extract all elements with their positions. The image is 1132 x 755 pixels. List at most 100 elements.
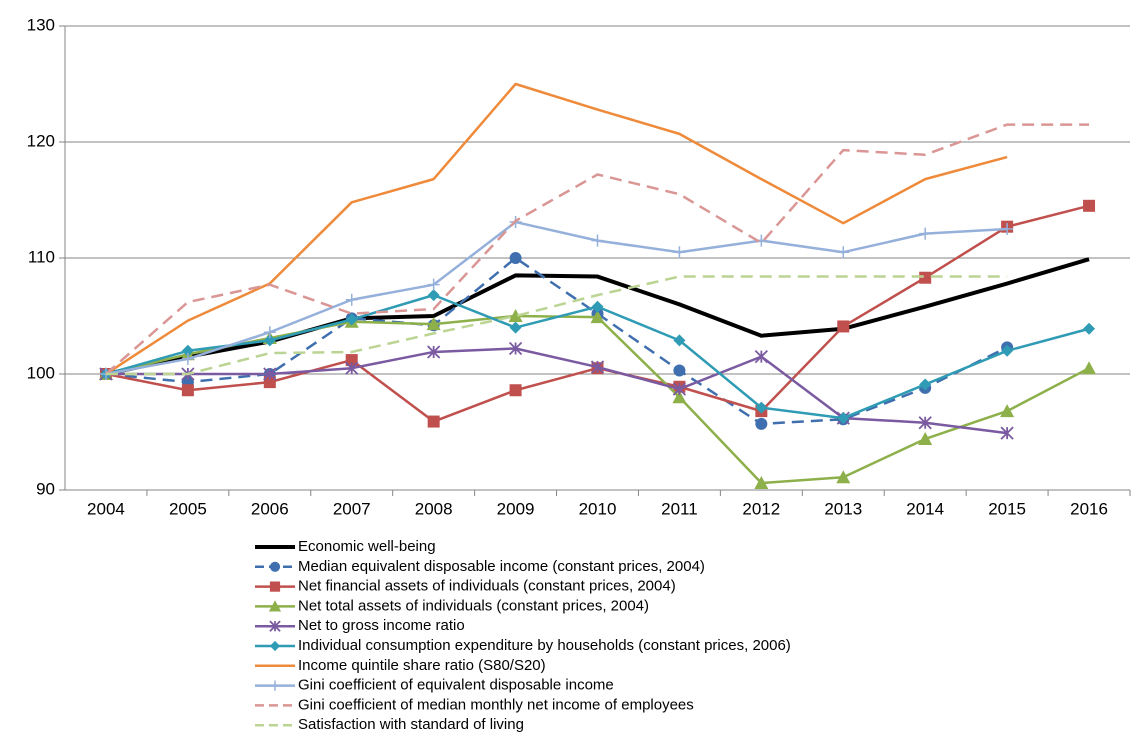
- marker: [918, 431, 933, 445]
- x-tick-label: 2016: [1070, 499, 1108, 518]
- marker: [672, 382, 687, 396]
- y-tick-label: 120: [27, 131, 55, 150]
- legend-item: Gini coefficient of equivalent disposabl…: [255, 677, 614, 694]
- marker: [345, 313, 358, 326]
- legend-item: Net financial assets of individuals (con…: [255, 578, 676, 595]
- marker: [268, 600, 282, 612]
- marker: [427, 415, 440, 428]
- marker: [181, 344, 194, 357]
- y-tick-label: 90: [36, 479, 55, 498]
- marker: [269, 640, 281, 652]
- marker: [509, 252, 522, 264]
- x-tick-label: 2014: [906, 499, 944, 518]
- legend-item: Gini coefficient of median monthly net i…: [255, 696, 694, 713]
- x-tick-label: 2012: [742, 499, 780, 518]
- y-tick-label: 110: [28, 247, 55, 266]
- marker: [837, 412, 850, 425]
- legend-label: Median equivalent disposable income (con…: [298, 558, 705, 575]
- series-line: [105, 220, 1008, 376]
- marker: [1083, 322, 1096, 335]
- marker: [1000, 404, 1015, 418]
- marker: [672, 390, 687, 404]
- marker: [509, 321, 522, 334]
- x-tick-label: 2004: [87, 499, 125, 518]
- marker: [509, 384, 522, 397]
- marker: [591, 234, 604, 247]
- marker: [590, 310, 605, 324]
- legend-label: Net to gross income ratio: [298, 617, 465, 634]
- marker: [1082, 361, 1097, 375]
- legend-item: Net to gross income ratio: [255, 617, 465, 634]
- marker: [263, 334, 276, 347]
- marker: [754, 349, 768, 364]
- marker: [755, 401, 768, 414]
- legend-item: Net total assets of individuals (constan…: [255, 597, 649, 614]
- x-tick-label: 2007: [333, 499, 371, 518]
- marker: [590, 360, 605, 374]
- marker: [1001, 223, 1014, 235]
- legend-label: Net total assets of individuals (constan…: [298, 597, 649, 614]
- marker: [508, 341, 523, 356]
- marker: [345, 293, 358, 306]
- legend-item: Satisfaction with standard of living: [255, 716, 524, 733]
- series-line: [105, 347, 1008, 435]
- marker: [673, 246, 686, 259]
- marker: [181, 384, 194, 397]
- x-tick-label: 2015: [988, 499, 1026, 518]
- marker: [427, 289, 440, 302]
- marker: [181, 352, 194, 365]
- series: [105, 82, 1008, 376]
- marker: [263, 326, 276, 339]
- series-line: [105, 123, 1090, 375]
- marker: [591, 300, 604, 313]
- series: [99, 252, 1014, 430]
- legend-label: Gini coefficient of median monthly net i…: [298, 696, 694, 713]
- marker: [673, 334, 686, 347]
- series-line: [105, 314, 1090, 485]
- legend-label: Individual consumption expenditure by ho…: [298, 637, 791, 654]
- series: [98, 309, 1097, 490]
- marker: [427, 345, 441, 359]
- x-tick-label: 2006: [251, 499, 289, 518]
- marker: [1000, 426, 1014, 440]
- marker: [426, 317, 441, 331]
- legend-item: Income quintile share ratio (S80/S20): [255, 657, 546, 674]
- marker: [263, 367, 277, 381]
- marker: [754, 476, 769, 490]
- series-line: [105, 82, 1008, 376]
- series: [99, 289, 1096, 425]
- legend-item: Individual consumption expenditure by ho…: [255, 637, 791, 654]
- series-line: [105, 256, 1008, 426]
- series: [99, 341, 1014, 440]
- series: [105, 123, 1090, 375]
- marker: [345, 354, 358, 367]
- marker: [269, 561, 281, 572]
- series: [99, 216, 1014, 380]
- x-tick-label: 2008: [415, 499, 453, 518]
- x-tick-label: 2005: [169, 499, 207, 518]
- x-tick-label: 2011: [661, 499, 698, 518]
- marker: [269, 680, 281, 691]
- series-line: [105, 275, 1008, 376]
- x-tick-label: 2010: [579, 499, 617, 518]
- y-tick-label: 130: [27, 15, 55, 34]
- marker: [673, 364, 686, 377]
- marker: [345, 361, 359, 375]
- marker: [427, 278, 440, 291]
- y-tick-label: 100: [27, 363, 55, 382]
- marker: [508, 309, 523, 322]
- marker: [269, 620, 281, 632]
- legend-label: Satisfaction with standard of living: [298, 716, 524, 733]
- legend-label: Economic well-being: [298, 538, 436, 555]
- marker: [919, 271, 932, 284]
- marker: [1083, 199, 1096, 212]
- marker: [1001, 344, 1014, 357]
- legend-label: Net financial assets of individuals (con…: [298, 578, 676, 595]
- marker: [263, 376, 276, 389]
- marker: [919, 378, 932, 391]
- x-tick-label: 2013: [824, 499, 862, 518]
- marker: [837, 246, 850, 259]
- series: [105, 275, 1008, 376]
- marker: [919, 227, 932, 240]
